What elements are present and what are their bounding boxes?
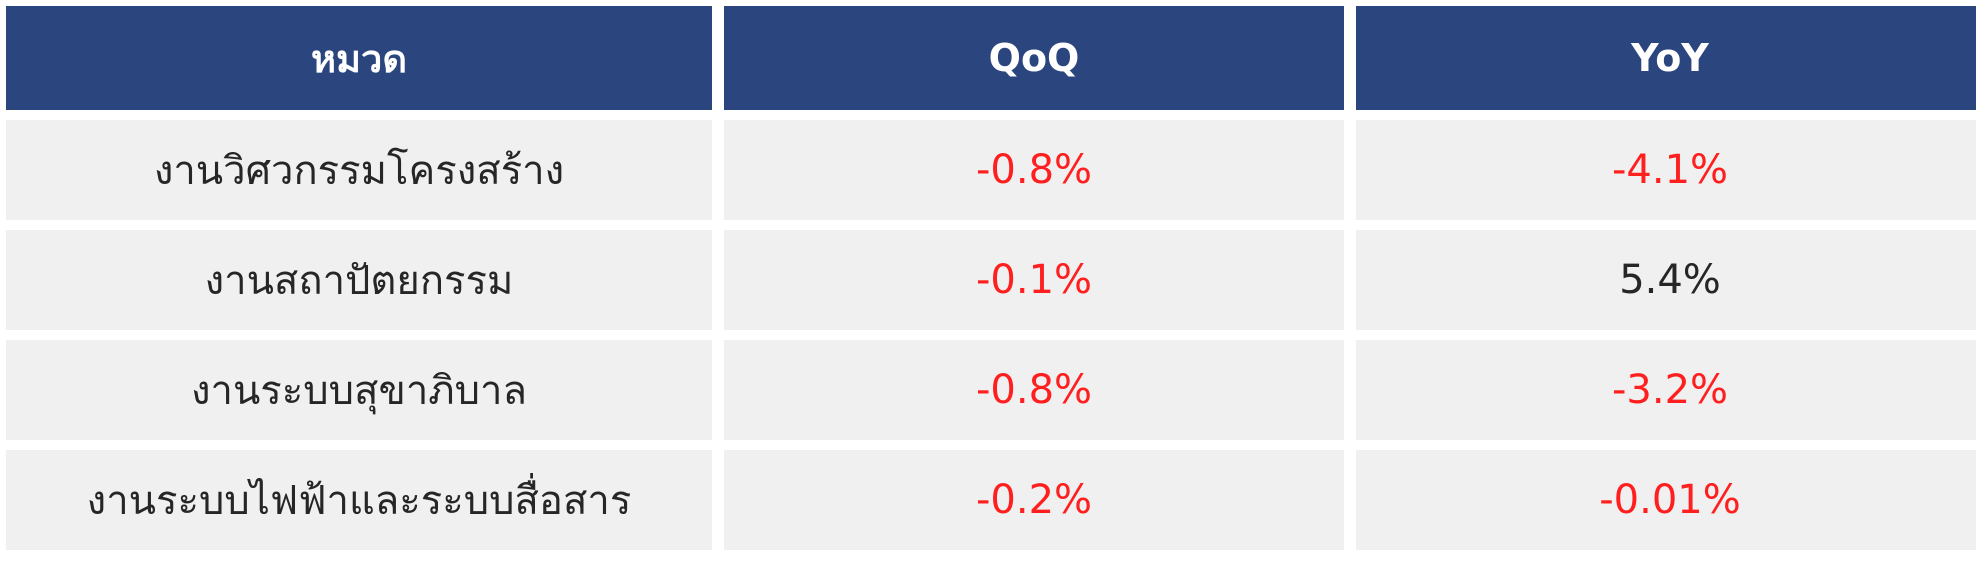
header-category: หมวด — [6, 6, 712, 110]
row-1-qoq: -0.8% — [724, 110, 1344, 220]
row-3-qoq: -0.8% — [724, 330, 1344, 440]
row-3-category: งานระบบสุขาภิบาล — [6, 330, 712, 440]
row-1-category: งานวิศวกรรมโครงสร้าง — [6, 110, 712, 220]
price-change-table: หมวด QoQ YoY งานวิศวกรรมโครงสร้าง -0.8% … — [6, 6, 1976, 550]
row-2-qoq: -0.1% — [724, 220, 1344, 330]
row-3-yoy: -3.2% — [1356, 330, 1976, 440]
row-2-yoy: 5.4% — [1356, 220, 1976, 330]
row-1-yoy: -4.1% — [1356, 110, 1976, 220]
row-2-category: งานสถาปัตยกรรม — [6, 220, 712, 330]
header-qoq: QoQ — [724, 6, 1344, 110]
row-4-qoq: -0.2% — [724, 440, 1344, 550]
row-4-category: งานระบบไฟฟ้าและระบบสื่อสาร — [6, 440, 712, 550]
header-yoy: YoY — [1356, 6, 1976, 110]
row-4-yoy: -0.01% — [1356, 440, 1976, 550]
